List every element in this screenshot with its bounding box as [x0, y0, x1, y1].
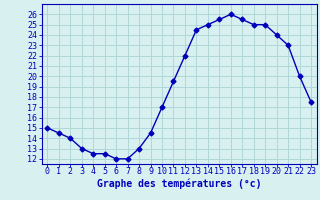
X-axis label: Graphe des températures (°c): Graphe des températures (°c)	[97, 179, 261, 189]
